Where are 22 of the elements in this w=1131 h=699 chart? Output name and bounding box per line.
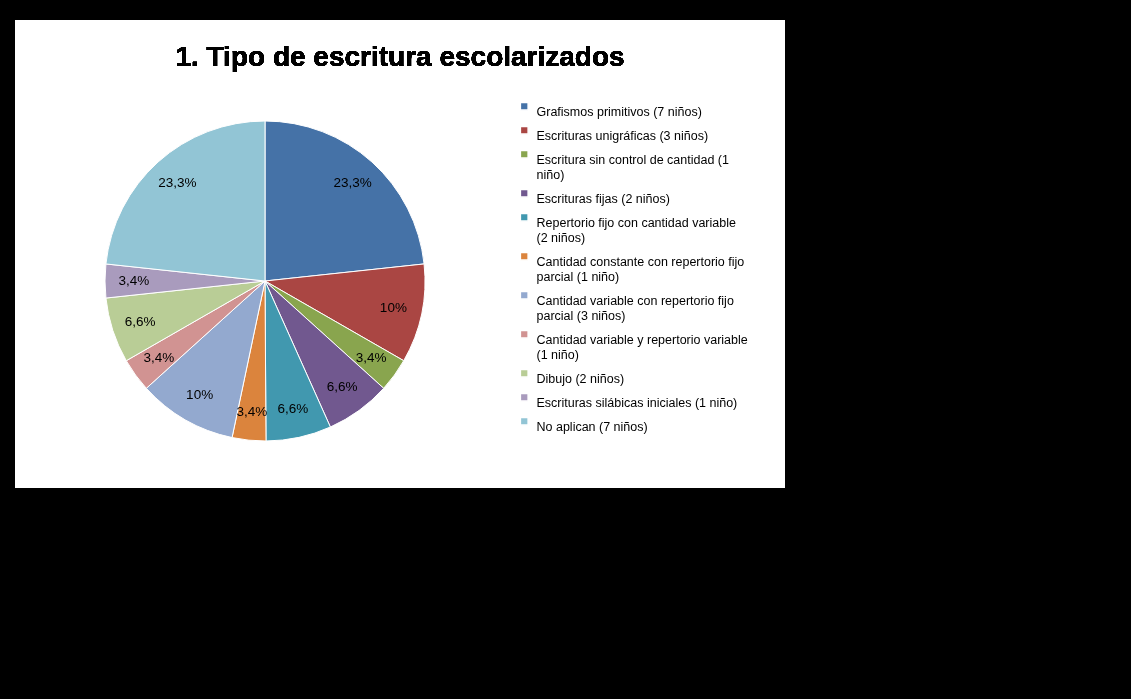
legend-label: Escritura sin control de cantidad (1 niño) bbox=[536, 153, 729, 182]
data-label: 23,3% bbox=[158, 175, 197, 191]
data-label: 6,6% bbox=[277, 401, 309, 417]
legend-label: Escrituras fijas (2 niños) bbox=[536, 192, 670, 207]
legend-label: Cantidad variable y repertorio variable (1 niño) bbox=[536, 333, 748, 362]
data-label: 10% bbox=[186, 386, 214, 402]
data-label: 3,4% bbox=[355, 350, 387, 366]
data-label: 6,6% bbox=[326, 379, 358, 395]
legend-label: Grafismos primitivos (7 niños) bbox=[536, 105, 702, 120]
data-label: 10% bbox=[379, 300, 407, 316]
legend-label: Cantidad variable con repertorio fijo parcial (3 niños) bbox=[536, 294, 734, 323]
data-label: 3,4% bbox=[143, 350, 175, 366]
legend-label: Cantidad constante con repertorio fijo parcial (1 niño) bbox=[536, 255, 745, 284]
legend-label: Repertorio fijo con cantidad variable (2 niños) bbox=[536, 216, 736, 245]
chart-title: 1. Tipo de escritura escolarizados bbox=[175, 41, 625, 72]
legend-label: No aplican (7 niños) bbox=[536, 420, 648, 435]
legend-label: Escrituras unigráficas (3 niños) bbox=[536, 129, 709, 144]
legend-label: Escrituras silábicas iniciales (1 niño) bbox=[536, 396, 738, 411]
data-label: 3,4% bbox=[118, 273, 150, 288]
data-label: 23,3% bbox=[333, 175, 372, 191]
legend-label: Dibujo (2 niños) bbox=[536, 372, 625, 387]
data-label: 6,6% bbox=[124, 313, 156, 329]
